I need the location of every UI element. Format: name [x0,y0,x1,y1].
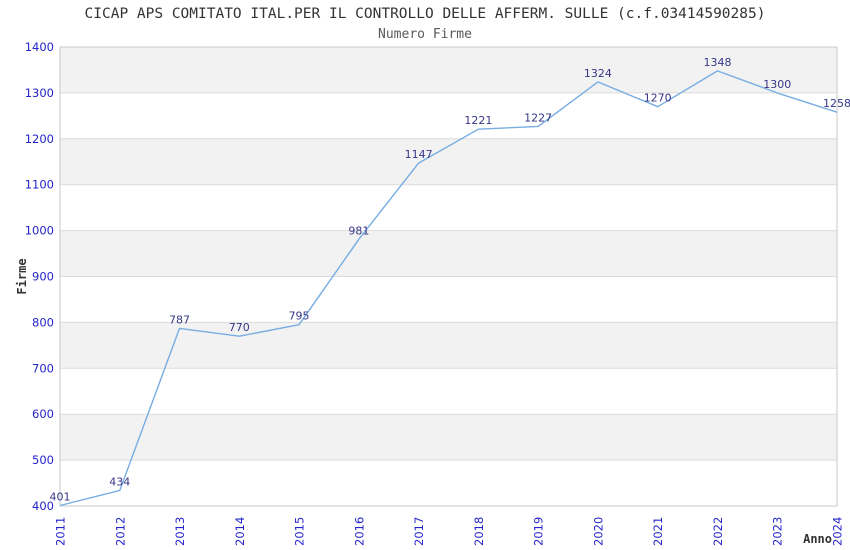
y-axis-title: Firme [15,258,29,294]
y-tick-label: 600 [32,407,54,421]
x-tick-label: 2018 [472,517,486,546]
plot-band [60,92,837,139]
series-line [59,70,838,507]
x-tick-label: 2017 [412,517,426,546]
x-tick-label: 2023 [771,517,785,546]
plot-band [60,414,837,461]
data-point-label: 1258 [823,97,850,110]
y-tick-label: 500 [32,453,54,467]
data-point-label: 1270 [644,92,672,105]
plot-band [60,460,837,506]
x-tick-label: 2016 [352,517,366,546]
data-point-label: 770 [229,321,250,334]
x-tick-label: 2012 [113,517,127,546]
data-point-label: 1221 [464,114,492,127]
plot-band [60,230,837,277]
data-point-label: 787 [169,313,190,326]
y-tick-label: 1000 [25,224,54,238]
data-point-label: 1227 [524,111,552,124]
x-tick-label: 2014 [233,517,247,546]
y-tick-label: 800 [32,315,54,329]
x-tick-label: 2013 [173,517,187,546]
plot-band [60,322,837,369]
x-tick-label: 2019 [532,517,546,546]
y-tick-label: 1300 [25,86,54,100]
y-tick-label: 900 [32,270,54,284]
plot-band [60,47,837,93]
y-tick-label: 400 [32,499,54,513]
plot-band [60,276,837,323]
data-point-label: 1324 [584,67,612,80]
data-point-label: 795 [289,310,310,323]
data-point-label: 1348 [703,56,731,69]
data-point-label: 1300 [763,78,791,91]
data-point-label: 434 [109,475,130,488]
x-tick-label: 2020 [591,517,605,546]
x-tick-label: 2021 [651,517,665,546]
data-point-label: 401 [50,491,71,504]
x-tick-label: 2022 [711,517,725,546]
data-point-label: 1147 [405,148,433,161]
plot-band [60,368,837,415]
x-axis-title: Anno [803,532,832,546]
y-tick-label: 1200 [25,132,54,146]
plot-border [59,46,838,507]
x-tick-label: 2011 [54,517,68,546]
x-tick-label: 2015 [293,517,307,546]
y-tick-label: 1400 [25,40,54,54]
chart-title: CICAP APS COMITATO ITAL.PER IL CONTROLLO… [84,6,766,22]
plot-band [60,184,837,231]
x-tick-label: 2024 [831,517,845,546]
chart-subtitle: Numero Firme [378,27,472,42]
y-tick-label: 1100 [25,178,54,192]
data-point-label: 981 [348,224,369,237]
y-tick-label: 700 [32,361,54,375]
